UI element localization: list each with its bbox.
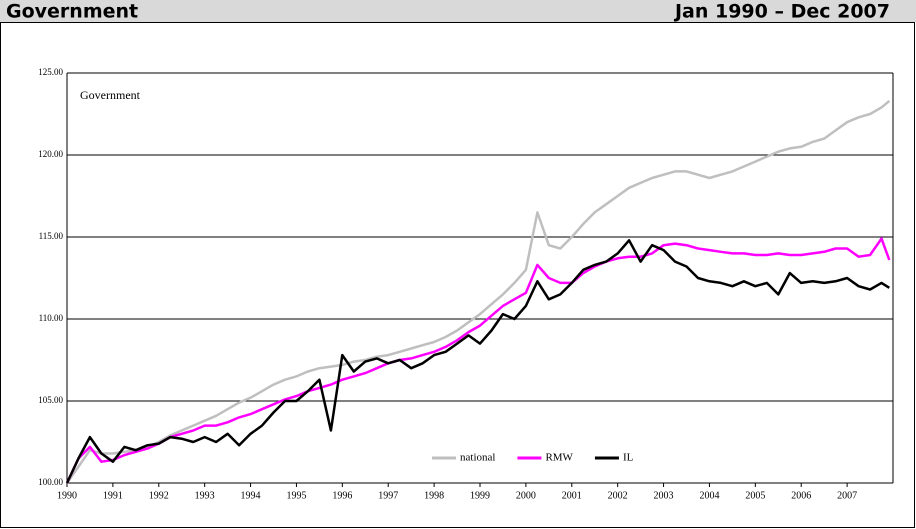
y-tick-label: 125.00 (38, 67, 63, 77)
x-tick-label: 1990 (57, 490, 77, 501)
header-range: Jan 1990 – Dec 2007 (673, 1, 890, 23)
legend-label: RMW (545, 452, 573, 464)
x-tick-label: 1993 (195, 490, 215, 501)
legend-label: national (460, 452, 495, 464)
x-tick-label: 1999 (470, 490, 490, 501)
x-tick-label: 2007 (837, 490, 857, 501)
x-tick-label: 1994 (241, 490, 261, 501)
x-tick-label: 2005 (745, 490, 765, 501)
annotation: Government (80, 88, 141, 102)
x-tick-label: 1998 (424, 490, 444, 501)
y-tick-label: 100.00 (38, 477, 63, 487)
x-tick-label: 1991 (103, 490, 123, 501)
x-tick-label: 1997 (378, 490, 398, 501)
series-line (65, 239, 890, 484)
y-tick-label: 115.00 (39, 231, 64, 241)
frame (0, 22, 915, 528)
series-line (65, 237, 891, 484)
x-tick-label: 1995 (286, 490, 306, 501)
x-tick-label: 1992 (149, 490, 169, 501)
x-tick-label: 1996 (332, 490, 352, 501)
x-tick-label: 2002 (608, 490, 628, 501)
header-title: Government (6, 1, 138, 23)
header-bar (0, 0, 916, 22)
x-tick-label: 2004 (699, 490, 719, 501)
x-tick-label: 2003 (654, 490, 674, 501)
x-tick-label: 2000 (516, 490, 536, 501)
y-tick-label: 110.00 (39, 313, 64, 323)
y-tick-label: 120.00 (38, 149, 63, 159)
series-line (65, 99, 891, 484)
legend-label: IL (623, 452, 634, 464)
x-tick-label: 2006 (791, 490, 811, 501)
y-tick-label: 105.00 (38, 395, 63, 405)
x-tick-label: 2001 (562, 490, 582, 501)
